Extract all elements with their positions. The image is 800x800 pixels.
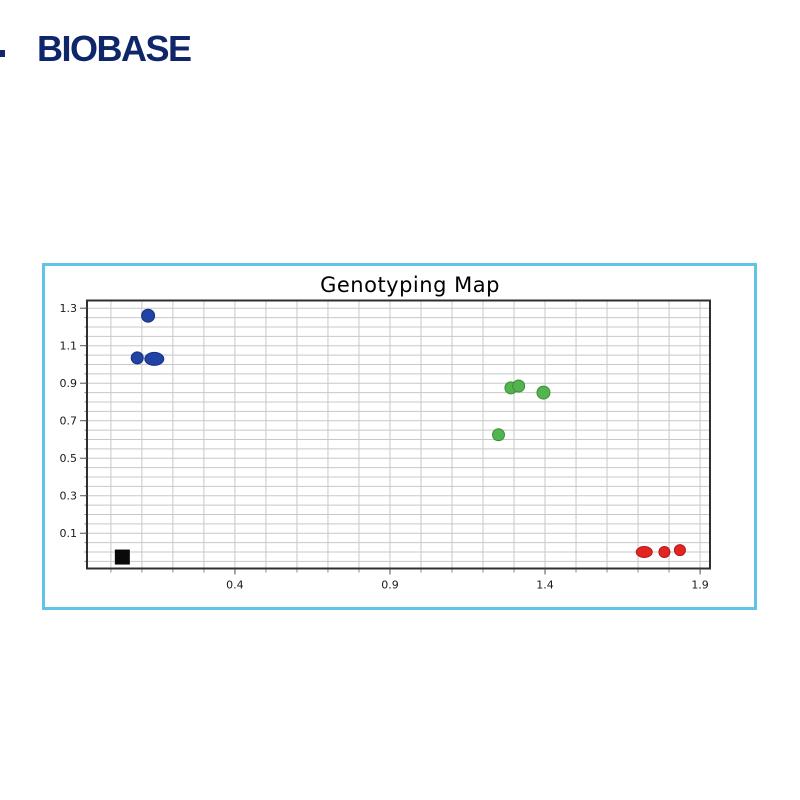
x-tick-label: 1.4 (536, 579, 554, 592)
y-tick-label: 1.1 (60, 340, 78, 353)
marker-dot (492, 428, 506, 442)
biobase-logo-text: BIOBASE (37, 28, 192, 69)
marker-dot (512, 379, 526, 393)
series-negative-control (114, 549, 130, 565)
marker-dot (536, 385, 551, 400)
y-tick-label: 0.7 (60, 415, 78, 428)
grid-lines (87, 300, 710, 569)
biobase-logo: BIOBASE (37, 28, 192, 69)
marker-dot (141, 308, 156, 323)
marker-dot (130, 351, 144, 365)
logo-edge-mark (0, 50, 5, 57)
marker-dot (658, 545, 671, 558)
marker-dot (673, 544, 686, 557)
y-tick-label: 1.3 (60, 302, 78, 315)
marker-dot (144, 351, 165, 366)
series-cluster-blue (130, 308, 165, 366)
plot-frame (86, 299, 711, 570)
series-cluster-green (492, 379, 551, 442)
x-tick-label: 0.4 (226, 579, 244, 592)
genotyping-chart-panel: 0.4 0.9 1.4 1.9 0.1 0.3 0.5 0.7 0.9 1.1 1.3 Genoty… (42, 263, 757, 610)
x-tick-label: 0.9 (381, 579, 399, 592)
y-axis-ticks: 0.1 0.3 0.5 0.7 0.9 1.1 1.3 (60, 302, 87, 540)
marker-square (114, 549, 130, 565)
chart-title: Genotyping Map (320, 273, 500, 297)
marker-dot (635, 545, 653, 558)
series-cluster-red (635, 544, 686, 558)
y-tick-label: 0.1 (60, 527, 78, 540)
y-tick-label: 0.3 (60, 490, 78, 503)
y-tick-label: 0.9 (60, 377, 78, 390)
y-tick-label: 0.5 (60, 452, 78, 465)
x-tick-label: 1.9 (691, 579, 709, 592)
genotyping-scatter-plot: 0.4 0.9 1.4 1.9 0.1 0.3 0.5 0.7 0.9 1.1 1.3 (60, 299, 711, 592)
x-axis-ticks: 0.4 0.9 1.4 1.9 (226, 568, 709, 592)
